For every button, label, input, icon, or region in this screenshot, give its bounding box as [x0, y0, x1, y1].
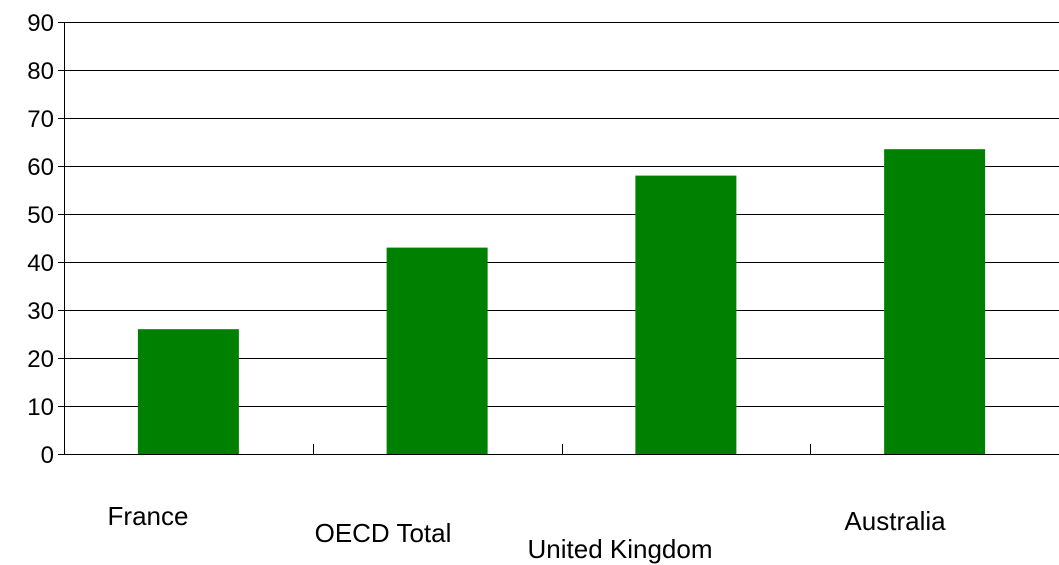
- y-tick-label-40: 40: [27, 250, 54, 277]
- x-axis-category-labels: France OECD Total United Kingdom Australia: [108, 501, 947, 564]
- bars: [137, 149, 986, 454]
- y-tick-label-50: 50: [27, 202, 54, 229]
- y-tick-label-60: 60: [27, 154, 54, 181]
- y-tick-label-90: 90: [27, 10, 54, 37]
- bar-united-kingdom: [635, 175, 737, 454]
- y-tick-label-10: 10: [27, 394, 54, 421]
- y-tick-label-30: 30: [27, 298, 54, 325]
- bar-france: [137, 329, 239, 454]
- y-tick-label-70: 70: [27, 106, 54, 133]
- x-category-label-oecd-total: OECD Total: [315, 518, 452, 548]
- x-category-label-united-kingdom: United Kingdom: [528, 534, 713, 564]
- y-tick-label-0: 0: [41, 442, 54, 469]
- x-category-label-australia: Australia: [844, 506, 946, 536]
- bar-australia: [884, 149, 986, 454]
- y-tick-label-20: 20: [27, 346, 54, 373]
- y-axis-tick-labels: 0 10 20 30 40 50 60 70 80 90: [27, 10, 54, 469]
- y-tick-label-80: 80: [27, 58, 54, 85]
- bar-oecd-total: [386, 247, 488, 454]
- x-category-label-france: France: [108, 501, 189, 531]
- axes: [58, 22, 1059, 455]
